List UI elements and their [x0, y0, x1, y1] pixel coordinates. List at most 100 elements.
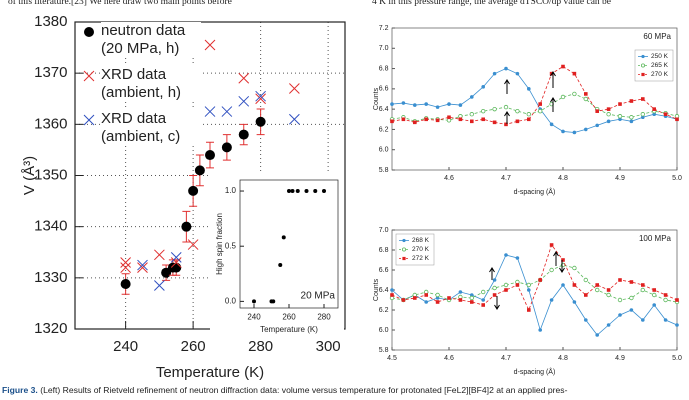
arrow-head — [504, 79, 510, 85]
data-point — [560, 94, 566, 100]
data-point — [663, 318, 668, 322]
data-point — [640, 112, 645, 117]
data-point — [595, 287, 600, 293]
data-point — [458, 117, 463, 122]
data-point — [504, 253, 508, 257]
series-line — [391, 254, 678, 336]
data-point — [561, 283, 565, 287]
data-point — [447, 102, 451, 106]
x-tick-label: 4.5 — [387, 355, 397, 362]
data-point — [413, 103, 417, 107]
x-tick-label: 4.6 — [444, 175, 454, 182]
data-point — [238, 72, 250, 84]
data-point — [170, 257, 182, 268]
data-point — [572, 130, 577, 135]
data-point — [137, 259, 148, 271]
data-point — [595, 123, 599, 128]
data-point — [629, 115, 634, 120]
data-point — [641, 54, 645, 59]
data-point — [458, 103, 463, 107]
data-point — [481, 85, 486, 89]
series-line — [391, 68, 678, 133]
data-point — [538, 102, 542, 106]
data-point — [204, 106, 216, 117]
y-tick-label: 1320 — [34, 320, 67, 337]
data-point — [629, 295, 634, 301]
data-point — [492, 71, 497, 76]
x-axis-label: Temperature (K) — [260, 325, 318, 334]
data-point — [561, 64, 565, 69]
x-tick-label: 4.7 — [501, 175, 511, 182]
data-point — [424, 102, 429, 106]
data-point — [470, 293, 474, 297]
annotation: 20 MPa — [301, 291, 336, 302]
y-tick-label: 7.0 — [379, 227, 389, 234]
x-tick-label: 300 — [316, 338, 341, 355]
legend-label-box: XRD data (ambient, h) — [101, 66, 201, 102]
legend-label: 268 K — [412, 237, 430, 244]
legend-label: 265 K — [651, 62, 669, 69]
data-point — [492, 120, 497, 125]
data-point — [390, 293, 394, 297]
data-point — [271, 299, 276, 304]
data-point — [606, 323, 611, 327]
data-point — [504, 66, 508, 71]
data-point — [641, 318, 645, 322]
data-point — [527, 117, 531, 122]
data-point — [154, 249, 165, 261]
data-point — [470, 119, 474, 124]
y-tick-label: 6.8 — [379, 65, 389, 72]
data-point — [641, 115, 645, 120]
arrow-head — [550, 97, 556, 103]
data-point — [447, 296, 451, 300]
x-tick-label: 4.8 — [558, 355, 568, 362]
data-point — [515, 256, 520, 260]
data-point — [401, 117, 406, 122]
data-point — [181, 221, 192, 232]
y-tick-label: 0.0 — [225, 296, 237, 305]
data-point — [413, 120, 417, 125]
body-text: 4 K in this pressure range, the average … — [372, 0, 612, 7]
annotation: 100 MPa — [639, 234, 672, 243]
data-point — [424, 293, 428, 297]
data-point — [402, 238, 406, 243]
data-point — [402, 256, 406, 261]
series-line — [391, 93, 678, 122]
y-tick-label: 6.4 — [379, 287, 389, 294]
data-point — [120, 278, 131, 289]
data-point — [640, 287, 645, 293]
x-tick-label: 280 — [317, 313, 331, 322]
x-axis-label: Temperature (K) — [156, 364, 264, 381]
data-point — [313, 189, 318, 194]
data-point — [652, 107, 656, 111]
data-point — [641, 283, 645, 287]
data-point — [572, 283, 577, 287]
chart: 4.6 4.7 4.8 4.9 5.0 5.8 6.0 6.2 6.4 6.6 6.8 7.0 7.2 d… — [373, 25, 682, 196]
data-point — [435, 296, 440, 300]
data-point — [617, 114, 623, 119]
data-point — [470, 95, 474, 99]
data-point — [503, 282, 509, 288]
plot-frame — [391, 229, 678, 351]
data-point — [255, 93, 266, 105]
data-point — [584, 318, 588, 322]
data-point — [435, 118, 440, 123]
data-point — [481, 303, 485, 307]
data-point — [595, 109, 599, 113]
data-point — [424, 117, 428, 122]
data-point — [504, 288, 508, 292]
data-point — [492, 285, 497, 291]
data-point — [663, 293, 668, 297]
data-point — [618, 313, 622, 317]
y-tick-label: 5.8 — [379, 347, 389, 354]
arrow-head — [489, 267, 495, 273]
data-point — [549, 122, 554, 127]
plot-frame — [239, 179, 339, 309]
data-point — [675, 117, 679, 122]
data-point — [84, 27, 94, 37]
data-point — [458, 290, 463, 294]
data-point — [538, 278, 542, 282]
data-point — [83, 70, 95, 82]
data-point — [515, 119, 520, 124]
